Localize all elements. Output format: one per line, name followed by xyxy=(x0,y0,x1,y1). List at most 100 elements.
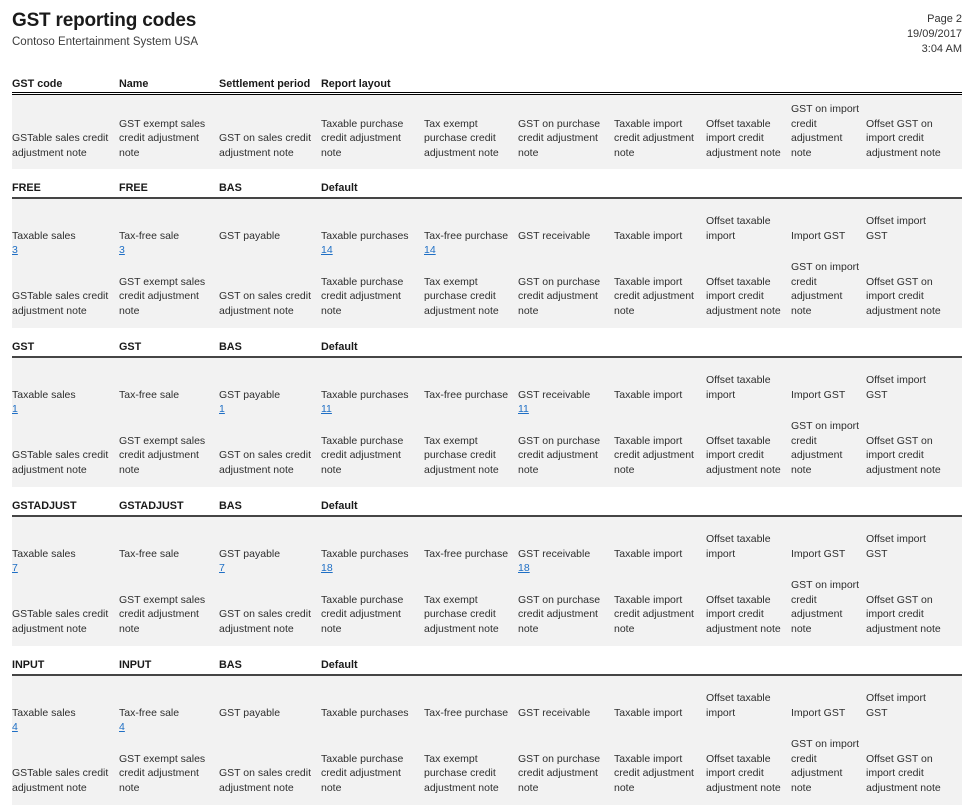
record-count-link[interactable]: 18 xyxy=(518,562,530,574)
transaction-label: Taxable purchases xyxy=(321,229,409,242)
adjustment-note-cell: GST on sales credit adjustment note xyxy=(219,448,321,477)
sales-row: Taxable sales 4 Tax-free sale 4 GST payable T… xyxy=(12,676,962,735)
adjustment-note-cell: Taxable import credit adjustment note xyxy=(614,117,706,161)
report-time: 3:04 AM xyxy=(921,43,962,55)
transaction-label: Import GST xyxy=(791,229,846,242)
adjustment-note-label: GST on purchase credit adjustment note xyxy=(518,117,601,159)
transaction-cell: Offset import GST xyxy=(866,691,962,735)
transaction-cell: Taxable sales 7 xyxy=(12,547,119,577)
transaction-label: Tax-free purchase xyxy=(424,229,509,242)
transaction-label: Offset import GST xyxy=(866,533,926,560)
adjustment-note-label: GSTable sales credit adjustment note xyxy=(12,132,109,159)
record-count-line xyxy=(866,720,948,735)
record-count-link[interactable]: 1 xyxy=(219,403,225,415)
transaction-label: Import GST xyxy=(791,547,846,560)
record-count-line xyxy=(614,402,700,417)
record-count-line xyxy=(119,402,213,417)
transaction-cell: Offset import GST xyxy=(866,373,962,417)
record-count-line xyxy=(424,561,512,576)
transaction-cell: Taxable import xyxy=(614,706,706,736)
adjustment-note-label: Taxable import credit adjustment note xyxy=(614,752,694,794)
adjustment-note-label: Offset taxable import credit adjustment … xyxy=(706,434,781,476)
adjustment-note-cell: GST exempt sales credit adjustment note xyxy=(119,117,219,161)
transaction-label: Taxable import xyxy=(614,388,683,401)
record-count-line: 11 xyxy=(321,402,418,417)
record-count-line xyxy=(424,720,512,735)
adjustment-note-cell: GST exempt sales credit adjustment note xyxy=(119,275,219,319)
adjustment-note-cell: Taxable purchase credit adjustment note xyxy=(321,117,424,161)
gst-code-section-free: FREE FREE BAS Default Taxable sales 3 Tax-… xyxy=(12,182,962,328)
adjustment-note-label: Taxable purchase credit adjustment note xyxy=(321,752,404,794)
adjustment-note-label: GST on purchase credit adjustment note xyxy=(518,593,601,635)
sales-row: Taxable sales 3 Tax-free sale 3 GST payable T… xyxy=(12,199,962,258)
adjustment-note-label: GST on sales credit adjustment note xyxy=(219,290,312,317)
adjustment-note-cell: GST on sales credit adjustment note xyxy=(219,607,321,636)
adjustment-note-cell: Taxable import credit adjustment note xyxy=(614,752,706,796)
record-count-link[interactable]: 11 xyxy=(518,403,529,415)
transaction-cell: Tax-free purchase xyxy=(424,706,518,736)
adjustment-note-label: Offset taxable import credit adjustment … xyxy=(706,117,781,159)
adjustment-note-label: GST on import credit adjustment note xyxy=(791,261,860,317)
transaction-label: GST payable xyxy=(219,547,281,560)
record-count-link[interactable]: 7 xyxy=(12,562,18,574)
adjustment-note-cell: GSTable sales credit adjustment note xyxy=(12,766,119,795)
record-count-link[interactable]: 3 xyxy=(119,244,125,256)
gst-code-section-gstadjust: GSTADJUST GSTADJUST BAS Default Taxable … xyxy=(12,500,962,646)
record-count-link[interactable]: 1 xyxy=(12,403,18,415)
record-count-link[interactable]: 18 xyxy=(321,562,333,574)
record-count-link[interactable]: 14 xyxy=(424,244,436,256)
adjustment-note-label: Tax exempt purchase credit adjustment no… xyxy=(424,275,499,317)
adjustment-note-cell: Taxable purchase credit adjustment note xyxy=(321,752,424,796)
section-settlement-period: BAS xyxy=(219,182,242,194)
adjustment-note-cell: GST on sales credit adjustment note xyxy=(219,289,321,318)
transaction-cell: Tax-free sale 4 xyxy=(119,706,219,736)
adjustment-note-cell: GSTable sales credit adjustment note xyxy=(12,607,119,636)
adjustment-note-cell: GSTable sales credit adjustment note xyxy=(12,289,119,318)
transaction-cell: Offset taxable import xyxy=(706,532,791,576)
record-count-link[interactable]: 4 xyxy=(12,721,18,733)
transaction-label: GST receivable xyxy=(518,706,591,719)
adjustment-note-cell: GST on import credit adjustment note xyxy=(791,737,866,795)
record-count-line: 3 xyxy=(12,243,113,258)
record-count-line: 14 xyxy=(424,243,512,258)
transaction-label: Import GST xyxy=(791,388,846,401)
transaction-label: Tax-free sale xyxy=(119,229,180,242)
transaction-cell: Offset taxable import xyxy=(706,373,791,417)
adjustment-note-cell: Offset taxable import credit adjustment … xyxy=(706,117,791,161)
adjustment-note-label: Taxable import credit adjustment note xyxy=(614,117,694,159)
transaction-label: Tax-free sale xyxy=(119,547,180,560)
section-band: Taxable sales 3 Tax-free sale 3 GST payable T… xyxy=(12,199,962,328)
adjustment-note-cell: Offset taxable import credit adjustment … xyxy=(706,593,791,637)
section-band: Taxable sales 1 Tax-free sale GST payable 1 T… xyxy=(12,358,962,487)
adjustment-note-label: Offset taxable import credit adjustment … xyxy=(706,752,781,794)
adjustment-row: GSTable sales credit adjustment note GST … xyxy=(12,102,962,169)
record-count-line: 18 xyxy=(321,561,418,576)
adjustment-note-cell: GST exempt sales credit adjustment note xyxy=(119,434,219,478)
record-count-link[interactable]: 11 xyxy=(321,403,332,415)
adjustment-note-label: GSTable sales credit adjustment note xyxy=(12,608,109,635)
adjustment-note-label: Tax exempt purchase credit adjustment no… xyxy=(424,593,499,635)
transaction-cell: GST payable 1 xyxy=(219,388,321,418)
page-number: Page 2 xyxy=(927,13,962,25)
transaction-cell: Tax-free sale xyxy=(119,547,219,577)
adjustment-note-label: GST exempt sales credit adjustment note xyxy=(119,275,206,317)
adjustment-note-label: GST on purchase credit adjustment note xyxy=(518,275,601,317)
record-count-line: 3 xyxy=(119,243,213,258)
record-count-line xyxy=(518,720,608,735)
record-count-line: 1 xyxy=(12,402,113,417)
adjustment-note-cell: GSTable sales credit adjustment note xyxy=(12,448,119,477)
record-count-link[interactable]: 4 xyxy=(119,721,125,733)
transaction-label: Taxable purchases xyxy=(321,388,409,401)
record-count-link[interactable]: 14 xyxy=(321,244,333,256)
adjustment-note-label: Taxable import credit adjustment note xyxy=(614,593,694,635)
adjustment-note-cell: GST on purchase credit adjustment note xyxy=(518,593,614,637)
transaction-cell: GST receivable 18 xyxy=(518,547,614,577)
transaction-label: Taxable sales xyxy=(12,547,76,560)
record-count-link[interactable]: 7 xyxy=(219,562,225,574)
transaction-cell: Offset import GST xyxy=(866,214,962,258)
record-count-link[interactable]: 3 xyxy=(12,244,18,256)
adjustment-note-label: GST on import credit adjustment note xyxy=(791,420,860,476)
transaction-label: GST payable xyxy=(219,229,281,242)
adjustment-note-label: GST on import credit adjustment note xyxy=(791,103,860,159)
adjustment-note-label: Offset GST on import credit adjustment n… xyxy=(866,752,941,794)
